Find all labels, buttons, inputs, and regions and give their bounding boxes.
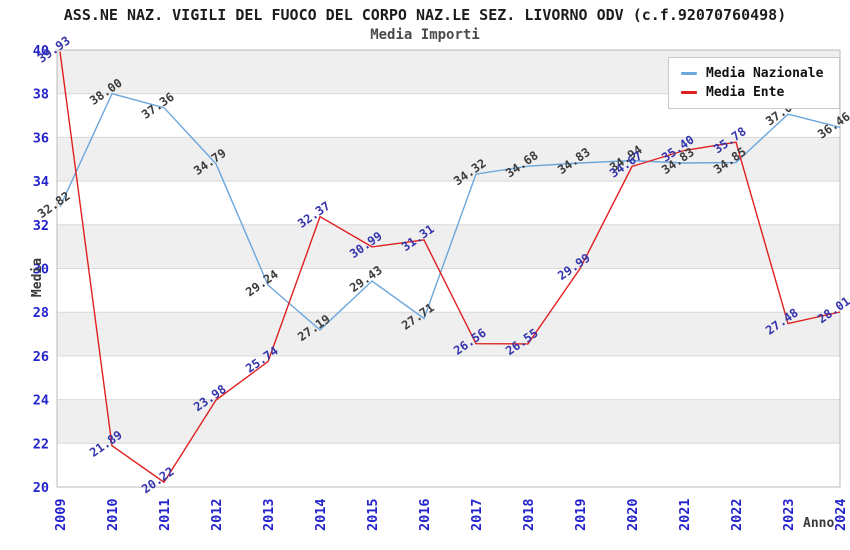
y-tick-label: 40 (33, 43, 49, 59)
x-tick-label: 2024 (833, 498, 849, 531)
plot-border (56, 49, 841, 488)
x-tick-label: 2017 (469, 498, 485, 531)
legend-label: Media Ente (706, 85, 785, 100)
y-tick-label: 26 (33, 349, 49, 365)
y-tick-label: 38 (33, 87, 49, 103)
y-tick-label: 34 (33, 174, 49, 190)
y-axis-title: Media (30, 257, 46, 298)
grid-band (57, 224, 840, 269)
series-line-media-ente (59, 51, 841, 484)
nazionale-line-swatch-icon (681, 72, 697, 75)
point-label: 36.46 (815, 109, 850, 141)
chart-title: ASS.NE NAZ. VIGILI DEL FUOCO DEL CORPO N… (63, 6, 787, 24)
x-tick-label: 2013 (261, 498, 277, 531)
y-tick-label: 28 (33, 305, 49, 321)
x-tick-label: 2014 (313, 498, 329, 531)
legend-item-media-ente: Media Ente (681, 83, 829, 102)
y-tick-label: 24 (33, 393, 49, 409)
x-tick-label: 2021 (677, 498, 693, 531)
chart-subtitle: Media Importi (370, 27, 480, 43)
legend-item-media-nazionale: Media Nazionale (681, 64, 829, 83)
point-label: 37.36 (139, 90, 177, 122)
x-tick-label: 2018 (521, 498, 537, 531)
grid-band (57, 312, 840, 356)
legend-label: Media Nazionale (706, 66, 824, 81)
grid-band (57, 399, 840, 444)
y-tick-label: 32 (33, 218, 49, 234)
x-tick-label: 2023 (781, 498, 797, 531)
x-tick-label: 2010 (105, 498, 121, 531)
x-tick-label: 2009 (53, 498, 69, 531)
x-axis-title: Anno (803, 516, 835, 531)
ente-line-swatch-icon (681, 91, 697, 94)
point-label: 32.82 (35, 189, 73, 221)
x-tick-label: 2020 (625, 498, 641, 531)
x-tick-label: 2016 (417, 498, 433, 531)
y-tick-label: 30 (33, 262, 49, 278)
y-tick-label: 20 (33, 480, 49, 496)
x-tick-label: 2011 (157, 498, 173, 531)
series-line-media-nazionale (59, 92, 841, 331)
x-tick-label: 2012 (209, 498, 225, 531)
legend: Media Nazionale Media Ente (668, 57, 840, 109)
grid-band (57, 137, 840, 182)
x-tick-label: 2015 (365, 498, 381, 531)
x-tick-label: 2019 (573, 498, 589, 531)
y-tick-label: 36 (33, 130, 49, 146)
x-tick-label: 2022 (729, 498, 745, 531)
y-tick-label: 22 (33, 436, 49, 452)
